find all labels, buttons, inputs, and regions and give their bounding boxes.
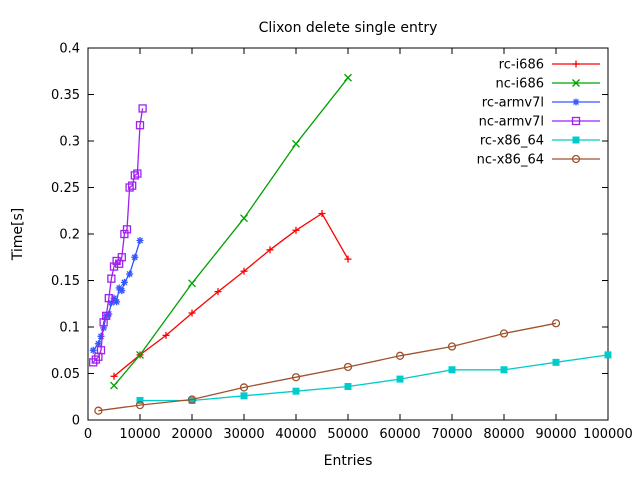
square-open-marker-icon (571, 116, 581, 126)
square-filled-marker-icon (572, 136, 580, 144)
y-tick-label: 0 (72, 414, 80, 429)
cross-marker-icon (188, 279, 196, 288)
square-open-marker-icon (133, 169, 142, 178)
x-tick-label: 100000 (583, 427, 633, 442)
square-filled-marker-icon (500, 366, 508, 374)
x-tick-label: 0 (84, 427, 92, 442)
circle-open-marker-icon (447, 342, 457, 351)
asterisk-marker-icon (105, 311, 112, 317)
circle-open-marker-icon (395, 351, 405, 360)
circle-open-marker-icon (551, 319, 561, 328)
x-tick-label: 10000 (119, 427, 160, 442)
cross-marker-icon (344, 73, 352, 82)
y-tick-label: 0.05 (51, 367, 80, 382)
circle-open-marker-icon (499, 329, 509, 338)
chart-title: Clixon delete single entry (258, 20, 438, 36)
legend-label-rc-armv7l: rc-armv7l (482, 96, 544, 111)
square-filled-marker-icon (188, 396, 196, 404)
asterisk-marker-icon (131, 254, 138, 261)
square-open-marker-icon (120, 229, 129, 239)
cross-marker-icon (292, 139, 300, 148)
legend-label-rc-x86_64: rc-x86_64 (480, 134, 544, 149)
square-open-marker-icon (102, 311, 111, 320)
asterisk-marker-icon (137, 237, 143, 244)
series-line-nc-x86_64 (98, 322, 557, 412)
square-open-marker-icon (117, 253, 126, 262)
square-open-marker-icon (138, 104, 147, 113)
square-open-marker-icon (128, 181, 137, 190)
x-tick-label: 20000 (171, 427, 212, 442)
square-filled-marker-icon (448, 366, 456, 374)
y-tick-label: 0.35 (51, 88, 80, 103)
square-open-marker-icon (107, 274, 116, 283)
cross-marker-icon (572, 79, 580, 87)
legend-label-nc-armv7l: nc-armv7l (479, 115, 544, 130)
legend-label-nc-i686: nc-i686 (495, 77, 544, 92)
asterisk-marker-icon (113, 298, 120, 305)
circle-open-marker-icon (571, 154, 581, 164)
x-tick-label: 90000 (535, 427, 576, 442)
asterisk-marker-icon (95, 340, 102, 347)
x-tick-label: 40000 (275, 427, 316, 442)
square-open-marker-icon (104, 294, 113, 303)
cross-marker-icon (240, 214, 248, 223)
series-line-rc-i686 (113, 212, 349, 377)
y-tick-label: 0.4 (59, 42, 80, 57)
asterisk-marker-icon (90, 347, 97, 354)
circle-open-marker-icon (291, 373, 301, 382)
asterisk-marker-icon (118, 287, 125, 294)
y-axis-label: Time[s] (10, 207, 26, 261)
circle-open-marker-icon (94, 406, 103, 415)
circle-open-marker-icon (343, 362, 353, 372)
square-filled-marker-icon (604, 351, 612, 359)
cross-marker-icon (136, 350, 144, 359)
square-open-marker-icon (91, 355, 100, 364)
square-filled-marker-icon (552, 358, 560, 366)
square-open-marker-icon (125, 183, 134, 192)
square-filled-marker-icon (344, 383, 352, 391)
x-tick-label: 70000 (431, 427, 472, 442)
asterisk-marker-icon (121, 279, 128, 286)
circle-open-marker-icon (135, 400, 145, 410)
legend-label-nc-x86_64: nc-x86_64 (477, 153, 544, 168)
y-tick-label: 0.2 (59, 228, 80, 243)
y-tick-label: 0.25 (51, 181, 80, 196)
asterisk-marker-icon (116, 284, 123, 291)
square-filled-marker-icon (240, 392, 248, 400)
y-tick-label: 0.3 (59, 135, 80, 150)
x-axis-label: Entries (323, 453, 373, 469)
square-open-marker-icon (96, 346, 106, 355)
series-line-rc-x86_64 (140, 354, 609, 402)
circle-open-marker-icon (187, 395, 197, 404)
x-tick-label: 30000 (223, 427, 264, 442)
cross-marker-icon (110, 381, 118, 390)
square-open-marker-icon (122, 225, 132, 234)
square-filled-marker-icon (292, 387, 300, 395)
square-filled-marker-icon (396, 375, 404, 383)
y-tick-label: 0.15 (51, 274, 80, 289)
x-tick-label: 80000 (483, 427, 524, 442)
asterisk-marker-icon (126, 271, 133, 277)
square-open-marker-icon (89, 358, 98, 367)
circle-open-marker-icon (239, 383, 249, 392)
y-tick-label: 0.1 (59, 321, 80, 336)
x-tick-label: 50000 (327, 427, 368, 442)
square-open-marker-icon (130, 171, 139, 180)
legend-label-rc-i686: rc-i686 (499, 58, 544, 73)
square-open-marker-icon (135, 121, 145, 130)
asterisk-marker-icon (108, 299, 115, 306)
x-tick-label: 60000 (379, 427, 420, 442)
square-filled-marker-icon (136, 396, 144, 404)
asterisk-marker-icon (573, 99, 579, 105)
square-open-marker-icon (109, 262, 119, 271)
series-line-nc-i686 (113, 77, 349, 387)
